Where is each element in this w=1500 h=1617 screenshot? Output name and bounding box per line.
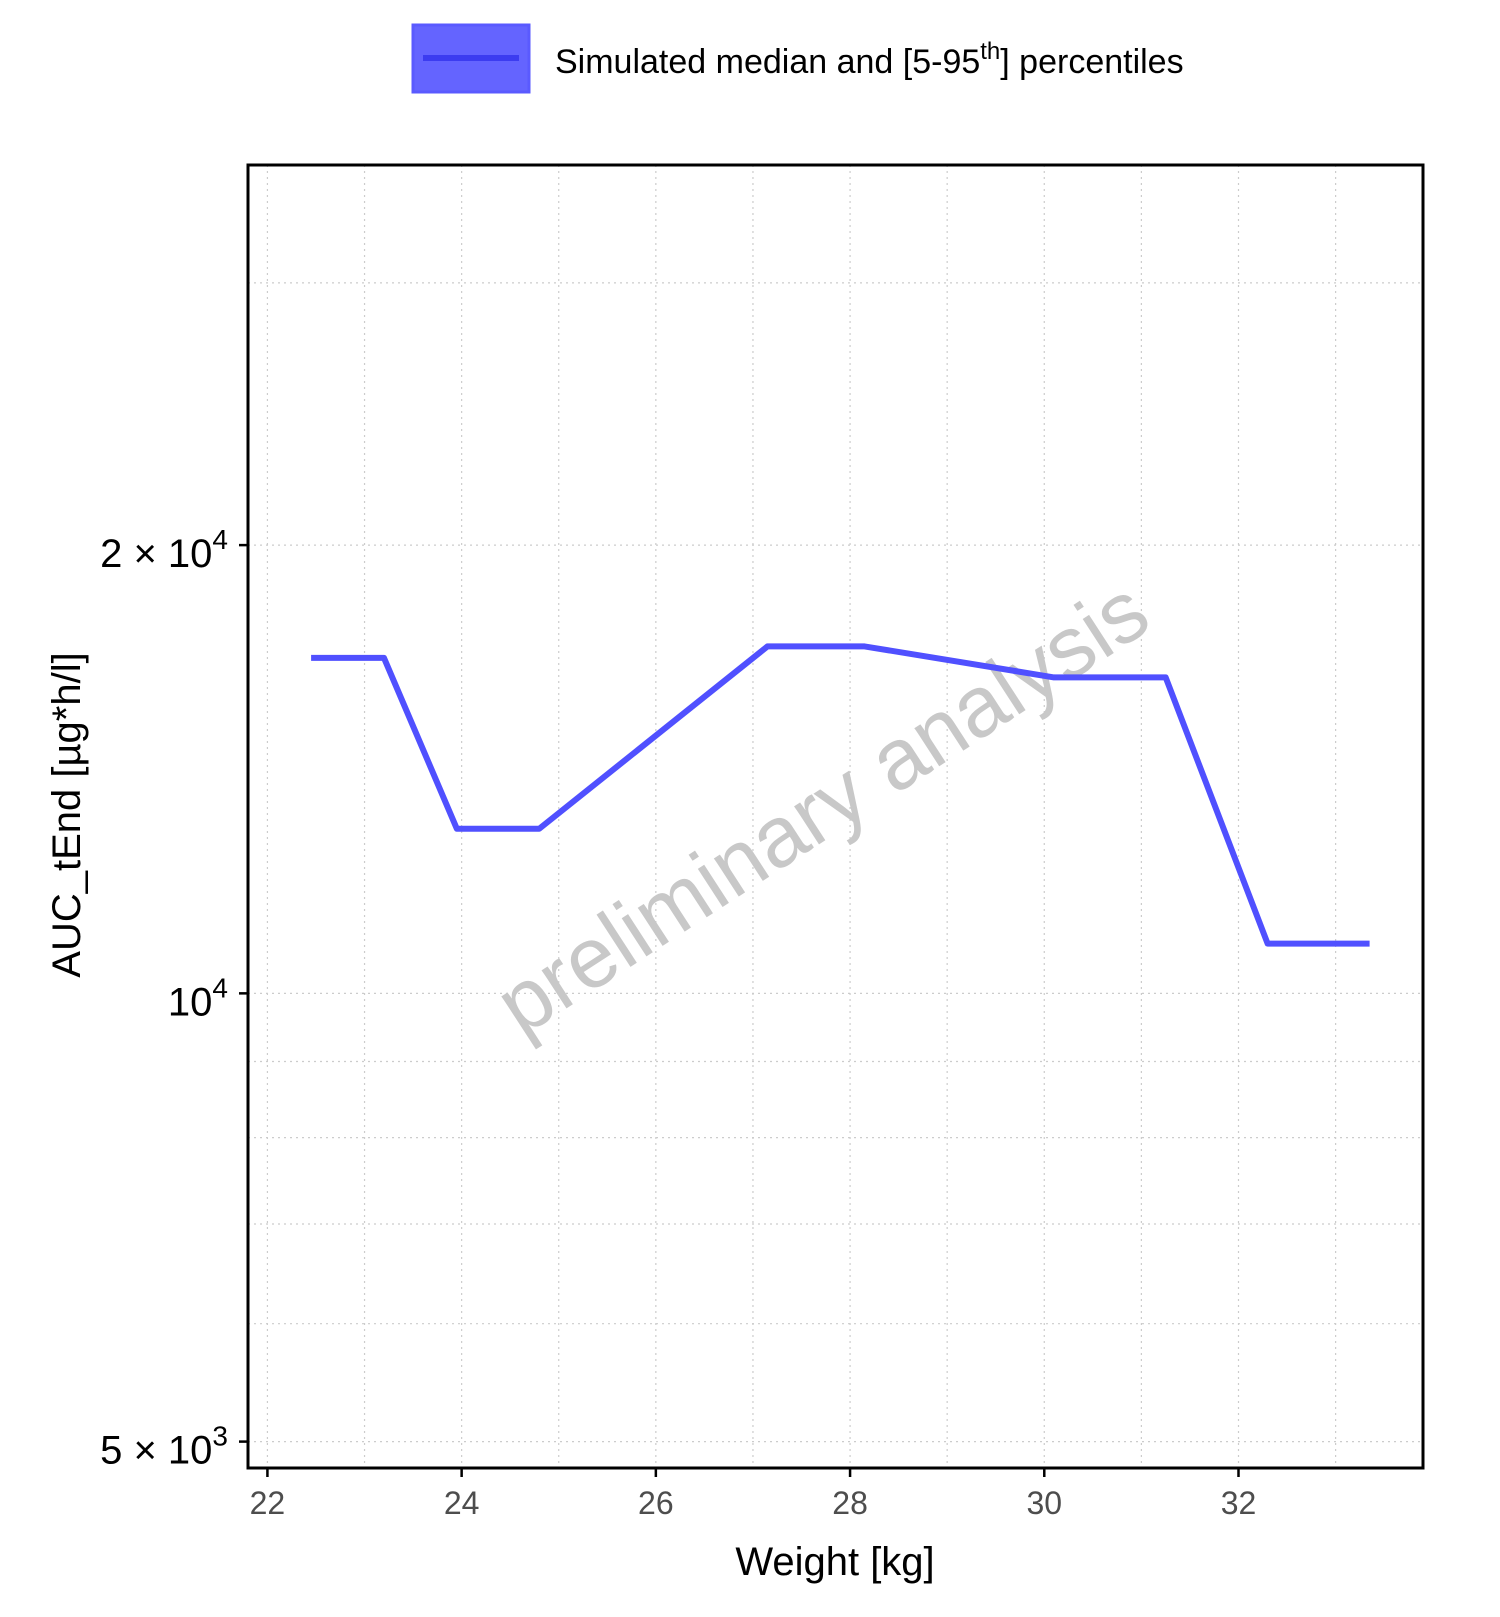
watermark: preliminary analysis bbox=[479, 562, 1165, 1054]
x-tick-label: 24 bbox=[444, 1485, 480, 1521]
legend-label: Simulated median and [5-95th] percentile… bbox=[555, 38, 1184, 81]
x-tick-label: 32 bbox=[1221, 1485, 1257, 1521]
y-tick-label: 104 bbox=[168, 972, 228, 1024]
y-tick-label: 2 × 104 bbox=[100, 524, 228, 576]
legend: Simulated median and [5-95th] percentile… bbox=[411, 23, 1184, 94]
x-axis: 22 24 26 28 30 32 bbox=[250, 1468, 1257, 1521]
x-tick-label: 30 bbox=[1026, 1485, 1062, 1521]
y-axis-title: AUC_tEnd [µg*h/l] bbox=[45, 652, 89, 977]
x-tick-label: 26 bbox=[638, 1485, 674, 1521]
y-axis: 5 × 103 104 2 × 104 bbox=[100, 524, 248, 1473]
x-tick-label: 22 bbox=[250, 1485, 286, 1521]
y-tick-label: 5 × 103 bbox=[100, 1421, 228, 1473]
x-tick-label: 28 bbox=[832, 1485, 868, 1521]
plot-panel-border bbox=[246, 163, 1425, 1470]
series-line bbox=[311, 643, 1370, 947]
series-layer bbox=[311, 643, 1370, 947]
grid bbox=[248, 165, 1423, 1468]
x-axis-title: Weight [kg] bbox=[735, 1540, 934, 1584]
